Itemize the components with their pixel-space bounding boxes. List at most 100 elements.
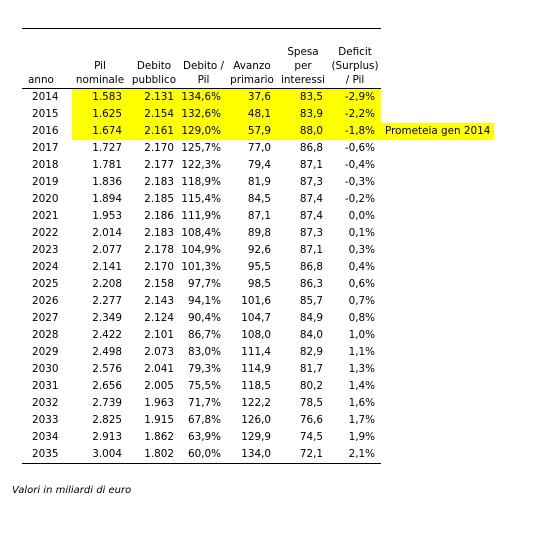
cell-interessi: 87,3 bbox=[299, 227, 323, 239]
cell-interessi: 76,6 bbox=[299, 414, 323, 426]
cell-interessi: 87,1 bbox=[299, 244, 323, 256]
cell-deficit: 0,6% bbox=[348, 278, 375, 290]
cell-anno: 2024 bbox=[32, 261, 59, 273]
cell-rapporto: 108,4% bbox=[181, 227, 221, 239]
cell-debito: 2.177 bbox=[144, 159, 174, 171]
cell-avanzo: 79,4 bbox=[247, 159, 271, 171]
cell-anno: 2022 bbox=[32, 227, 59, 239]
cell-deficit: 0,3% bbox=[348, 244, 375, 256]
cell-debito: 2.131 bbox=[128, 88, 180, 106]
cell-anno: 2023 bbox=[32, 244, 59, 256]
cell-deficit: 0,0% bbox=[348, 210, 375, 222]
cell-rapporto: 115,4% bbox=[181, 193, 221, 205]
cell-pil: 2.422 bbox=[92, 329, 122, 341]
table-row: 2018 1.781 2.177 122,3% 79,4 87,1 -0,4% bbox=[22, 157, 494, 174]
cell-anno: 2017 bbox=[32, 142, 59, 154]
cell-pil: 2.498 bbox=[92, 346, 122, 358]
table-row: 2016 1.674 2.161 129,0% 57,9 88,0 -1,8% Promete… bbox=[22, 123, 495, 140]
debt-projection-table: anno Pil nominale Debito pubblico Debito… bbox=[22, 28, 495, 464]
cell-deficit: 0,8% bbox=[348, 312, 375, 324]
cell-pil: 2.141 bbox=[92, 261, 122, 273]
cell-rapporto: 118,9% bbox=[181, 176, 221, 188]
cell-anno: 2014 bbox=[32, 91, 59, 103]
cell-avanzo: 98,5 bbox=[247, 278, 271, 290]
cell-rapporto: 83,0% bbox=[187, 346, 221, 358]
cell-debito: 2.178 bbox=[144, 244, 174, 256]
cell-pil: 2.913 bbox=[92, 431, 122, 443]
cell-rapporto: 79,3% bbox=[187, 363, 221, 375]
cell-anno: 2029 bbox=[32, 346, 59, 358]
table-row: 2030 2.576 2.041 79,3% 114,9 81,7 1,3% bbox=[22, 361, 494, 378]
table-row: 2031 2.656 2.005 75,5% 118,5 80,2 1,4% bbox=[22, 378, 494, 395]
cell-debito: 2.143 bbox=[144, 295, 174, 307]
cell-pil: 1.583 bbox=[72, 88, 128, 106]
cell-interessi: 87,4 bbox=[299, 193, 323, 205]
cell-debito: 2.073 bbox=[144, 346, 174, 358]
cell-pil: 1.836 bbox=[92, 176, 122, 188]
cell-interessi: 88,0 bbox=[277, 123, 329, 140]
cell-rapporto: 97,7% bbox=[187, 278, 221, 290]
cell-anno: 2025 bbox=[32, 278, 59, 290]
cell-note: Prometeia gen 2014 bbox=[381, 123, 495, 140]
cell-pil: 1.674 bbox=[72, 123, 128, 140]
cell-anno: 2015 bbox=[32, 108, 59, 120]
cell-debito: 2.101 bbox=[144, 329, 174, 341]
cell-debito: 2.158 bbox=[144, 278, 174, 290]
cell-rapporto: 129,0% bbox=[180, 123, 227, 140]
cell-anno: 2031 bbox=[32, 380, 59, 392]
cell-anno: 2020 bbox=[32, 193, 59, 205]
cell-pil: 2.014 bbox=[92, 227, 122, 239]
cell-avanzo: 111,4 bbox=[241, 346, 271, 358]
table-row: 2028 2.422 2.101 86,7% 108,0 84,0 1,0% bbox=[22, 327, 494, 344]
cell-debito: 2.041 bbox=[144, 363, 174, 375]
cell-anno: 2028 bbox=[32, 329, 59, 341]
cell-avanzo: 89,8 bbox=[247, 227, 271, 239]
cell-debito: 2.154 bbox=[128, 106, 180, 123]
cell-avanzo: 95,5 bbox=[247, 261, 271, 273]
cell-deficit: -0,3% bbox=[344, 176, 375, 188]
footnote: Valori in miliardi di euro bbox=[12, 485, 132, 496]
cell-interessi: 81,7 bbox=[299, 363, 323, 375]
cell-rapporto: 63,9% bbox=[187, 431, 221, 443]
cell-debito: 2.161 bbox=[128, 123, 180, 140]
cell-deficit: -0,4% bbox=[344, 159, 375, 171]
cell-rapporto: 94,1% bbox=[187, 295, 221, 307]
cell-rapporto: 75,5% bbox=[187, 380, 221, 392]
cell-rapporto: 101,3% bbox=[181, 261, 221, 273]
cell-debito: 1.915 bbox=[144, 414, 174, 426]
cell-pil: 2.277 bbox=[92, 295, 122, 307]
cell-avanzo: 122,2 bbox=[241, 397, 271, 409]
cell-pil: 1.953 bbox=[92, 210, 122, 222]
table-row: 2032 2.739 1.963 71,7% 122,2 78,5 1,6% bbox=[22, 395, 494, 412]
cell-debito: 2.185 bbox=[144, 193, 174, 205]
cell-deficit: 1,1% bbox=[348, 346, 375, 358]
cell-avanzo: 84,5 bbox=[247, 193, 271, 205]
table-row: 2026 2.277 2.143 94,1% 101,6 85,7 0,7% bbox=[22, 293, 494, 310]
cell-debito: 2.170 bbox=[144, 261, 174, 273]
cell-rapporto: 71,7% bbox=[187, 397, 221, 409]
cell-deficit: 1,6% bbox=[348, 397, 375, 409]
cell-interessi: 85,7 bbox=[299, 295, 323, 307]
cell-debito: 1.802 bbox=[128, 446, 180, 464]
cell-avanzo: 104,7 bbox=[241, 312, 271, 324]
table-row: 2021 1.953 2.186 111,9% 87,1 87,4 0,0% bbox=[22, 208, 494, 225]
header-avanzo-primario: Avanzo primario bbox=[227, 28, 277, 89]
cell-pil: 1.625 bbox=[72, 106, 128, 123]
cell-avanzo: 87,1 bbox=[247, 210, 271, 222]
cell-debito: 2.183 bbox=[144, 227, 174, 239]
table-row: 2033 2.825 1.915 67,8% 126,0 76,6 1,7% bbox=[22, 412, 494, 429]
cell-interessi: 83,5 bbox=[277, 88, 329, 106]
cell-rapporto: 125,7% bbox=[181, 142, 221, 154]
cell-avanzo: 92,6 bbox=[247, 244, 271, 256]
cell-interessi: 84,0 bbox=[299, 329, 323, 341]
cell-avanzo: 129,9 bbox=[241, 431, 271, 443]
cell-interessi: 72,1 bbox=[277, 446, 329, 464]
cell-deficit: 2,1% bbox=[329, 446, 381, 464]
cell-deficit: -0,2% bbox=[344, 193, 375, 205]
header-spesa-interessi: Spesa per interessi bbox=[277, 28, 329, 89]
cell-deficit: 0,7% bbox=[348, 295, 375, 307]
cell-debito: 2.124 bbox=[144, 312, 174, 324]
cell-pil: 2.825 bbox=[92, 414, 122, 426]
cell-deficit: 1,7% bbox=[348, 414, 375, 426]
